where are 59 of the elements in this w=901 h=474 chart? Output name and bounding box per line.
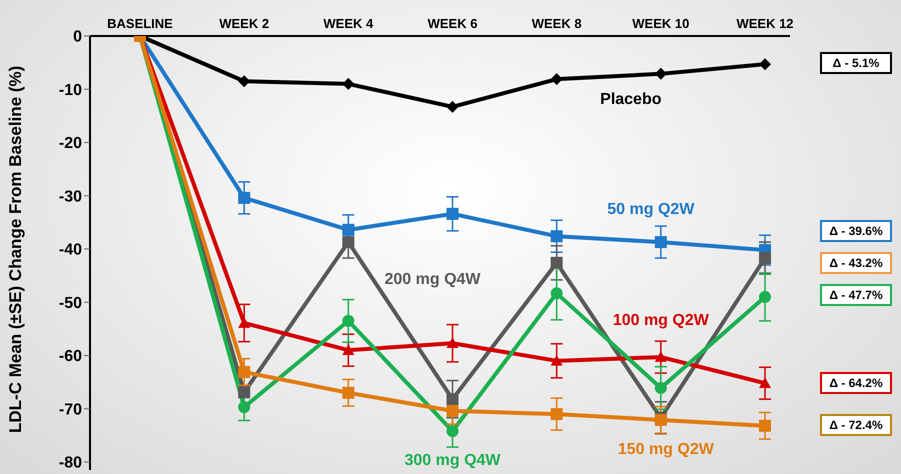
point [759, 252, 771, 264]
point [446, 337, 458, 348]
point [342, 386, 354, 399]
point [759, 290, 771, 303]
point [654, 382, 667, 394]
series-label: 300 mg Q4W [404, 452, 502, 470]
text: Δ - 5.1% [820, 52, 892, 74]
point [550, 73, 563, 86]
point [550, 408, 563, 420]
point [238, 317, 250, 328]
point [550, 230, 563, 242]
point [238, 386, 250, 398]
text: Δ - 47.7% [820, 284, 892, 306]
y-tick-label: -10 [58, 82, 82, 99]
y-tick-label: -50 [58, 294, 82, 312]
y-tick-label: -30 [58, 188, 82, 206]
point [446, 100, 458, 113]
y-tick-label: -20 [58, 135, 82, 152]
point [238, 401, 250, 414]
series-label: 100 mg Q2W [612, 312, 710, 330]
text: Δ - 64.2% [820, 372, 892, 394]
series-label: 200 mg Q4W [384, 271, 482, 288]
point [550, 256, 563, 269]
x-tick-label: WEEK 2 [219, 16, 270, 31]
point [238, 366, 250, 378]
point [759, 377, 771, 388]
point [654, 351, 667, 362]
point [446, 425, 458, 438]
point [446, 208, 458, 220]
point [759, 420, 771, 432]
point [759, 58, 771, 70]
y-tick-label: -40 [58, 242, 82, 259]
y-tick-label: -60 [58, 348, 82, 366]
point [446, 404, 458, 417]
series-label: 150 mg Q2W [618, 440, 715, 458]
point [342, 236, 354, 248]
text: Δ - 39.6% [820, 220, 892, 242]
text: Δ - 43.2% [820, 252, 892, 274]
point [550, 354, 563, 366]
point [342, 344, 354, 355]
point [238, 192, 250, 204]
y-axis-title: LDL-C Mean (±SE) Change From Baseline (%) [6, 66, 26, 433]
x-tick-label: WEEK 6 [428, 16, 478, 31]
series-label: 50 mg Q2W [607, 201, 696, 218]
x-tick-label: WEEK 10 [632, 16, 690, 31]
point [550, 287, 563, 300]
x-tick-label: WEEK 4 [323, 16, 374, 31]
point [446, 393, 458, 406]
y-tick-label: 0 [73, 28, 82, 46]
y-tick-label: -70 [58, 401, 82, 418]
point [654, 236, 667, 248]
series-label: Placebo [600, 90, 662, 108]
text: Δ - 72.4% [820, 414, 892, 436]
x-tick-label: WEEK 12 [736, 16, 794, 31]
point [342, 314, 354, 327]
y-tick-label: -80 [58, 454, 82, 472]
x-tick-label: WEEK 8 [532, 16, 582, 31]
point [342, 224, 354, 236]
x-tick-label: BASELINE [107, 16, 174, 31]
